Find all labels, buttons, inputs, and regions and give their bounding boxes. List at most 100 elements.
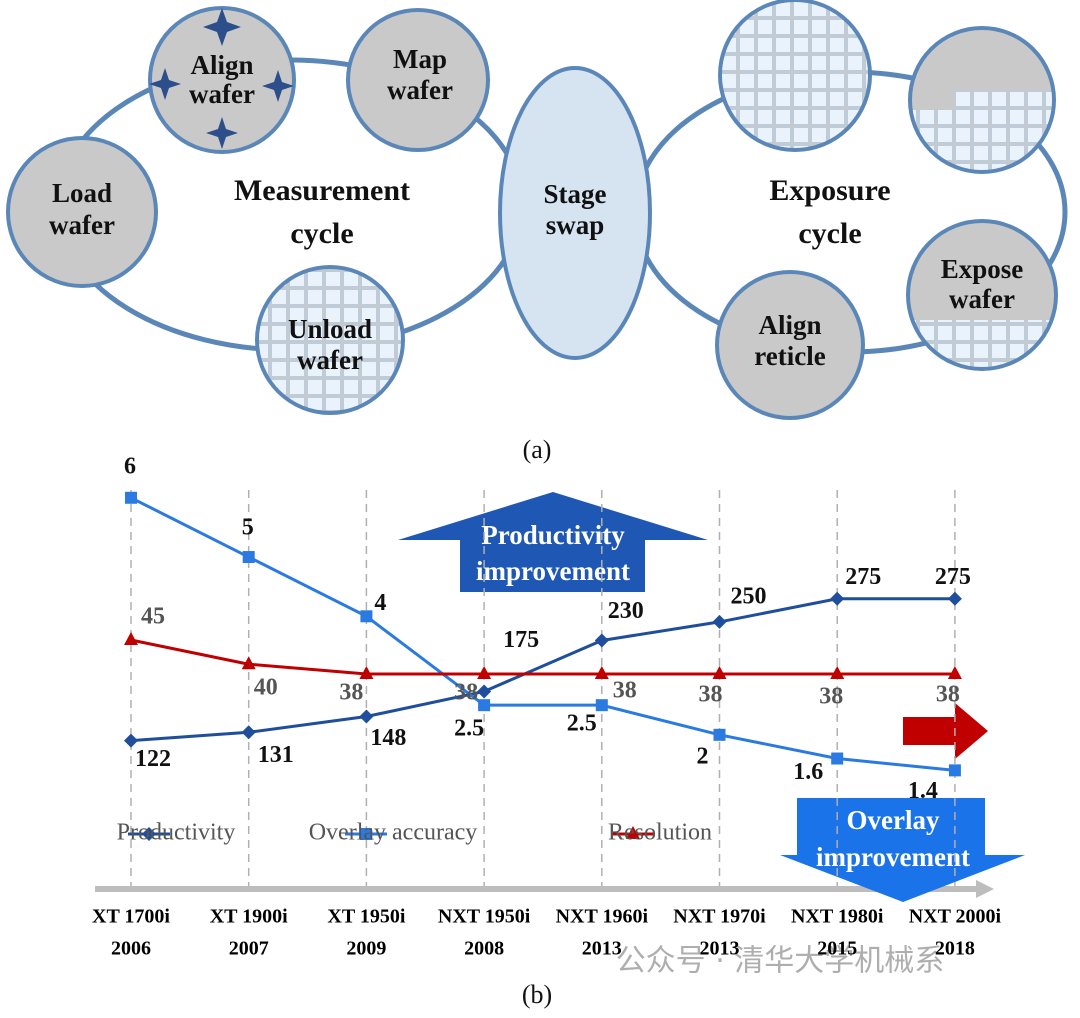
stage-swap xyxy=(498,66,652,360)
data-label: 175 xyxy=(503,627,539,653)
cycle-label: Measurement xyxy=(234,174,410,207)
node-label: Align xyxy=(758,310,821,340)
marker xyxy=(477,684,492,699)
marker xyxy=(947,591,962,606)
marker xyxy=(478,699,491,712)
data-label: 250 xyxy=(731,583,767,609)
data-label: 275 xyxy=(845,564,881,590)
x-tick-label: 2018 xyxy=(935,938,975,960)
data-label: 1.6 xyxy=(793,759,823,785)
marker xyxy=(241,656,256,670)
x-tick-label: 2015 xyxy=(817,938,857,960)
alignment-marks xyxy=(149,8,294,149)
data-label: 5 xyxy=(242,515,254,541)
center-label: swap xyxy=(546,210,605,240)
wafer-grid xyxy=(259,270,401,410)
x-tick-label: 2013 xyxy=(700,938,740,960)
cycle-label: Exposure xyxy=(769,174,890,207)
arrow-label: improvement xyxy=(816,842,970,872)
data-label: 4 xyxy=(374,590,386,616)
series-line xyxy=(130,496,956,772)
node-label: reticle xyxy=(754,341,825,371)
legend-label: Overlay accuracy xyxy=(309,820,478,846)
data-label: 6 xyxy=(124,453,136,479)
caption: (a) xyxy=(523,435,552,464)
resolution-arrow xyxy=(903,703,988,759)
marker xyxy=(830,665,845,679)
legend-label: Resolution xyxy=(608,820,712,846)
node-label: wafer xyxy=(949,284,1015,314)
series-line xyxy=(130,597,955,743)
x-tick-label: 2006 xyxy=(111,938,151,960)
overlay-arrow xyxy=(780,798,1025,902)
data-label: 148 xyxy=(370,725,406,751)
chart: Productivity improvement Overlay improve… xyxy=(92,453,1025,1009)
x-tick-label: NXT 2000i xyxy=(909,906,1002,928)
node-label: Map xyxy=(393,44,447,74)
x-tick-label: NXT 1970i xyxy=(673,906,766,928)
arrow-label: Overlay xyxy=(847,805,940,835)
data-label: 2.5 xyxy=(454,716,484,742)
data-label: 275 xyxy=(935,564,971,590)
data-label: 38 xyxy=(339,679,363,705)
marker xyxy=(831,752,844,765)
marker xyxy=(595,699,608,712)
marker xyxy=(626,826,640,839)
data-label: 38 xyxy=(699,681,723,707)
data-label: 38 xyxy=(936,681,960,707)
marker xyxy=(359,709,374,724)
node xyxy=(715,270,865,420)
productivity-arrow xyxy=(398,492,708,592)
marker xyxy=(712,665,727,679)
marker xyxy=(948,764,961,777)
x-tick-label: 2013 xyxy=(582,938,622,960)
marker xyxy=(142,827,156,841)
marker xyxy=(241,725,256,740)
x-tick-label: XT 1700i xyxy=(92,906,170,928)
marker xyxy=(360,828,372,840)
node xyxy=(6,136,158,288)
data-label: 122 xyxy=(135,746,171,772)
node-label: wafer xyxy=(189,79,255,109)
data-label: 38 xyxy=(819,683,843,709)
node-label: wafer xyxy=(297,345,363,375)
arrow-label: Productivity xyxy=(481,520,625,550)
marker xyxy=(125,491,137,504)
data-label: 1.4 xyxy=(908,778,938,804)
marker xyxy=(360,610,373,623)
x-tick-label: XT 1900i xyxy=(210,906,288,928)
x-tick-label: XT 1950i xyxy=(327,906,405,928)
x-axis-arrow xyxy=(976,880,994,898)
x-tick-label: 2008 xyxy=(464,938,504,960)
data-label: 230 xyxy=(608,598,644,624)
watermark: 公众号 · 清华大学机械系 xyxy=(616,944,945,979)
marker xyxy=(947,665,962,679)
node-label: Align xyxy=(190,50,253,80)
marker xyxy=(712,614,727,629)
node-label: Load xyxy=(52,178,112,208)
node-label: wafer xyxy=(49,210,115,240)
data-label: 131 xyxy=(258,742,294,768)
marker xyxy=(124,632,138,645)
wafer-grid xyxy=(722,2,868,148)
marker xyxy=(713,728,726,741)
diagram: Align wafer Map wafer Load wafer Unload … xyxy=(6,0,1068,464)
marker xyxy=(477,665,492,679)
marker xyxy=(830,591,845,606)
data-label: 40 xyxy=(254,675,278,701)
marker xyxy=(594,633,609,648)
data-label: 2 xyxy=(697,743,709,769)
arrow-label: improvement xyxy=(476,556,630,586)
data-label: 38 xyxy=(613,677,637,703)
marker xyxy=(359,665,374,679)
x-tick-label: 2007 xyxy=(229,938,269,960)
cycle-label: cycle xyxy=(798,217,861,250)
marker xyxy=(242,551,255,564)
marker xyxy=(124,733,138,748)
series-line xyxy=(130,638,955,676)
x-tick-label: NXT 1950i xyxy=(438,906,531,928)
node-label: Unload xyxy=(288,314,372,344)
x-tick-label: NXT 1960i xyxy=(556,906,649,928)
legend-label: Productivity xyxy=(117,820,236,846)
data-label: 2.5 xyxy=(567,711,597,737)
